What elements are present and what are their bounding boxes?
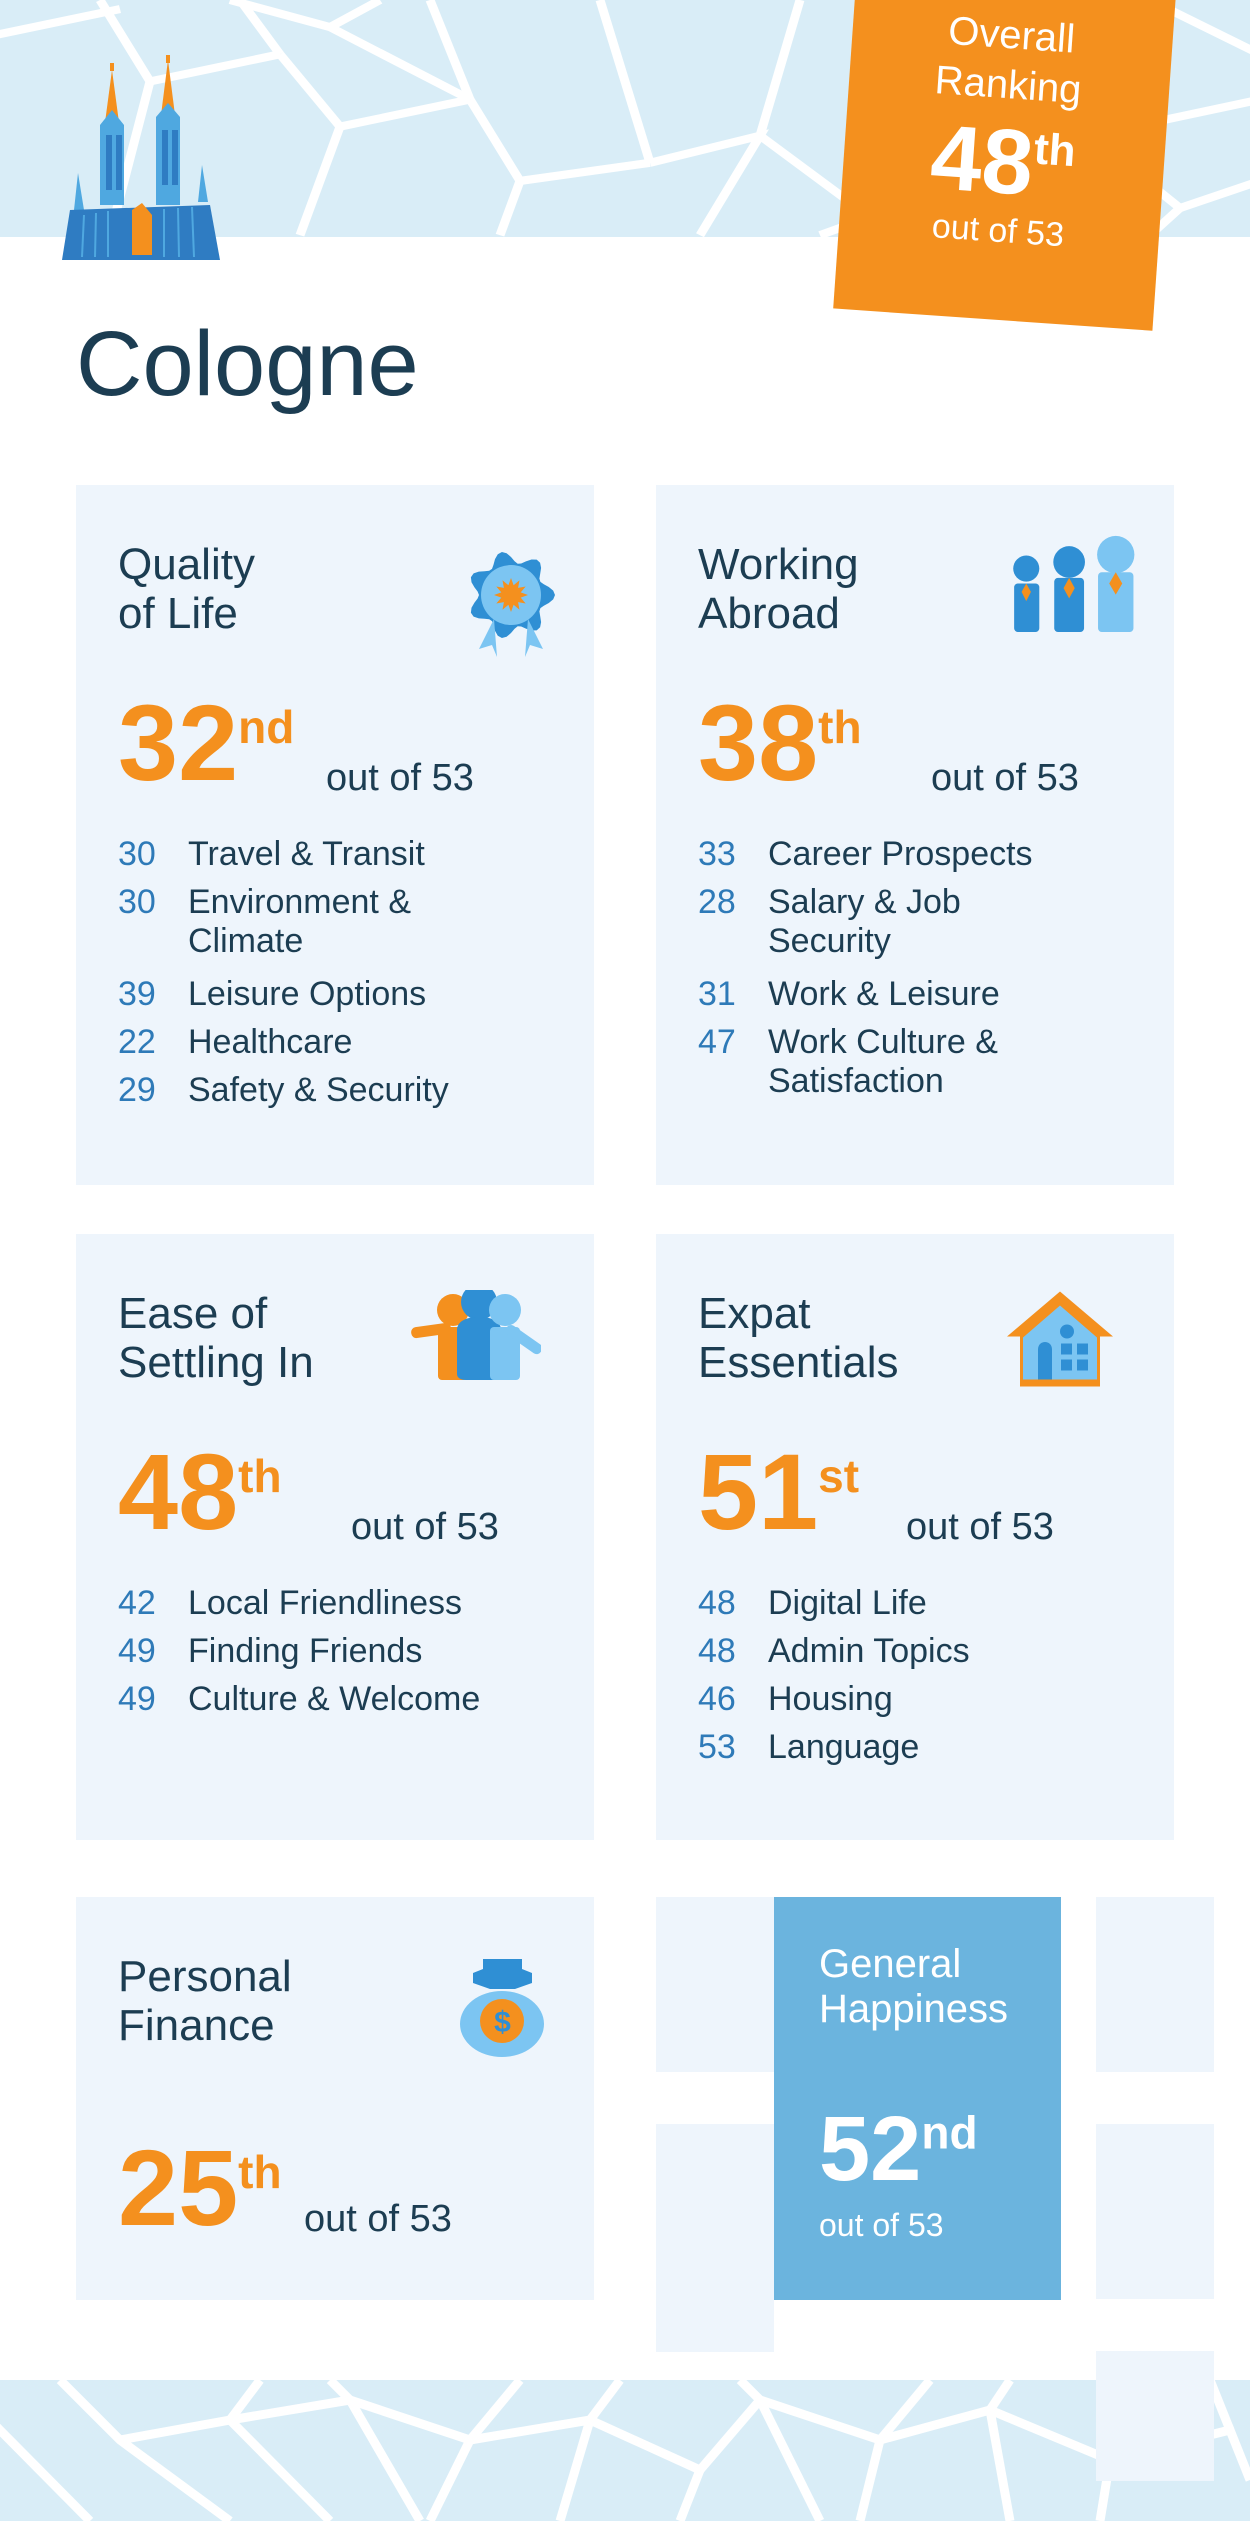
svg-text:$: $: [494, 2006, 511, 2039]
